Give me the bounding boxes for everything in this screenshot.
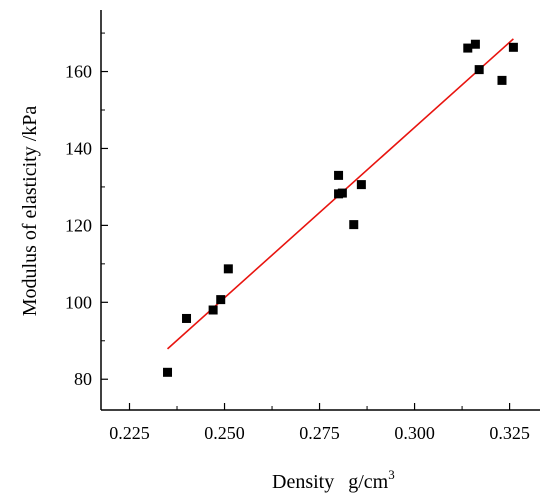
data-point <box>470 39 480 49</box>
x-axis-title: Density g/cm3 <box>272 467 395 493</box>
data-point <box>463 43 473 53</box>
data-point <box>356 180 366 190</box>
data-point <box>216 295 226 305</box>
x-tick-label: 0.250 <box>204 423 245 443</box>
data-point <box>474 65 484 75</box>
y-tick-label: 80 <box>74 369 92 389</box>
data-point <box>334 170 344 180</box>
y-tick-label: 140 <box>65 138 92 158</box>
x-tick-label: 0.325 <box>489 423 530 443</box>
x-ticks: 0.225 0.250 0.275 0.300 0.325 <box>109 403 530 443</box>
data-point <box>163 367 173 377</box>
data-point <box>337 188 347 198</box>
data-point <box>349 220 359 230</box>
y-tick-label: 160 <box>65 62 92 82</box>
data-point <box>223 264 233 274</box>
data-point <box>508 42 518 52</box>
x-tick-label: 0.225 <box>109 423 150 443</box>
y-tick-label: 100 <box>65 292 92 312</box>
x-tick-label: 0.275 <box>299 423 340 443</box>
data-points <box>163 39 518 377</box>
y-axis-title: Modulus of elasticity /kPa <box>19 106 41 317</box>
y-tick-label: 120 <box>65 215 92 235</box>
data-point <box>208 305 218 315</box>
data-point <box>182 313 192 323</box>
y-ticks: 80 100 120 140 160 <box>65 32 108 389</box>
axes <box>100 10 540 411</box>
x-tick-label: 0.300 <box>394 423 435 443</box>
data-point <box>497 75 507 85</box>
